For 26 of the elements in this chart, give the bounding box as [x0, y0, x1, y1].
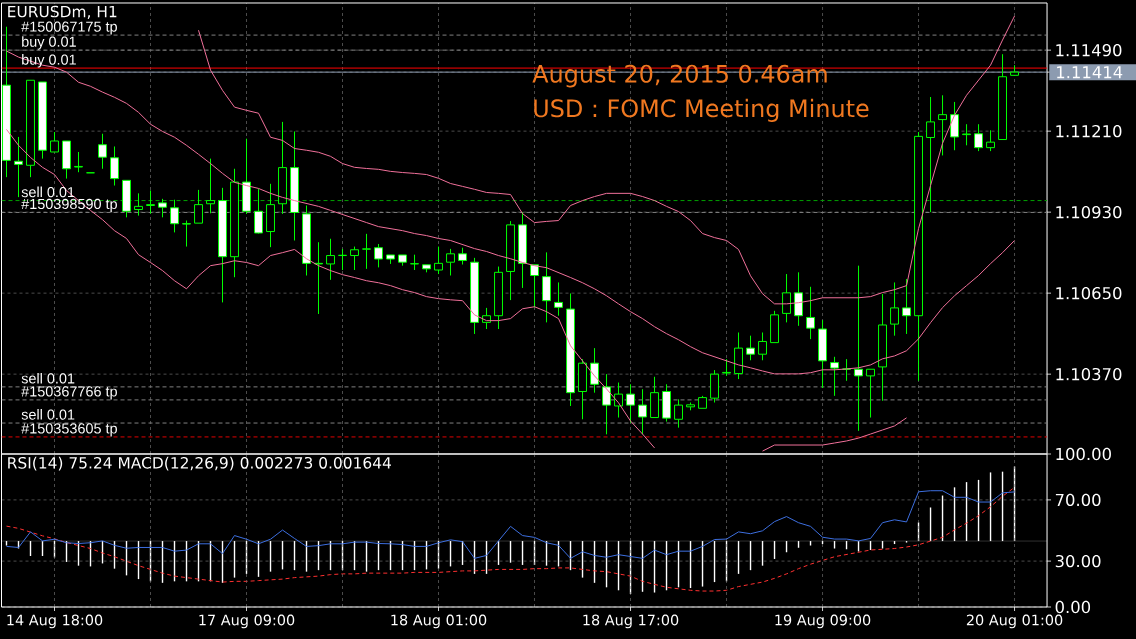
x-tick-label: 20 Aug 01:00: [966, 614, 1063, 629]
ref-line-label: #150367766 tp: [21, 386, 117, 400]
ref-line-label: sell 0.01: [21, 372, 75, 384]
ref-line-label: buy 0.01: [22, 36, 76, 50]
chart-title: RSI(14) 75.24 MACD(12,26,9) 0.002273 0.001644: [8, 456, 391, 471]
ref-line-label: #150067175 tp: [21, 21, 117, 35]
ref-line-label: #150353605 tp: [21, 423, 117, 437]
annotation: USD : FOMC Meeting Minute: [534, 98, 869, 122]
x-tick-label: 19 Aug 09:00: [775, 614, 871, 629]
x-tick-label: 17 Aug 09:00: [199, 614, 295, 629]
y-tick-label: 1.11414: [1057, 66, 1123, 79]
y-tick-label: 0.00: [1055, 600, 1091, 614]
y-tick-label: 70.00: [1055, 493, 1101, 507]
x-tick-label: 18 Aug 17:00: [583, 614, 679, 629]
x-tick-label: 14 Aug 18:00: [7, 614, 103, 629]
ref-line-label: sell 0.01: [21, 409, 75, 420]
y-tick-label: 1.10930: [1056, 205, 1122, 219]
chart-title: EURUSDm, H1: [8, 5, 117, 19]
x-tick-label: 18 Aug 01:00: [391, 614, 487, 629]
annotation: August 20, 2015 0.46am: [532, 64, 827, 88]
y-tick-label: 1.11490: [1056, 43, 1122, 57]
y-tick-label: 1.10370: [1056, 367, 1122, 381]
y-tick-label: 1.11210: [1056, 124, 1122, 138]
y-tick-label: 30.00: [1055, 554, 1101, 568]
y-tick-label: 100.00: [1056, 447, 1111, 461]
y-tick-label: 1.10650: [1056, 286, 1122, 300]
